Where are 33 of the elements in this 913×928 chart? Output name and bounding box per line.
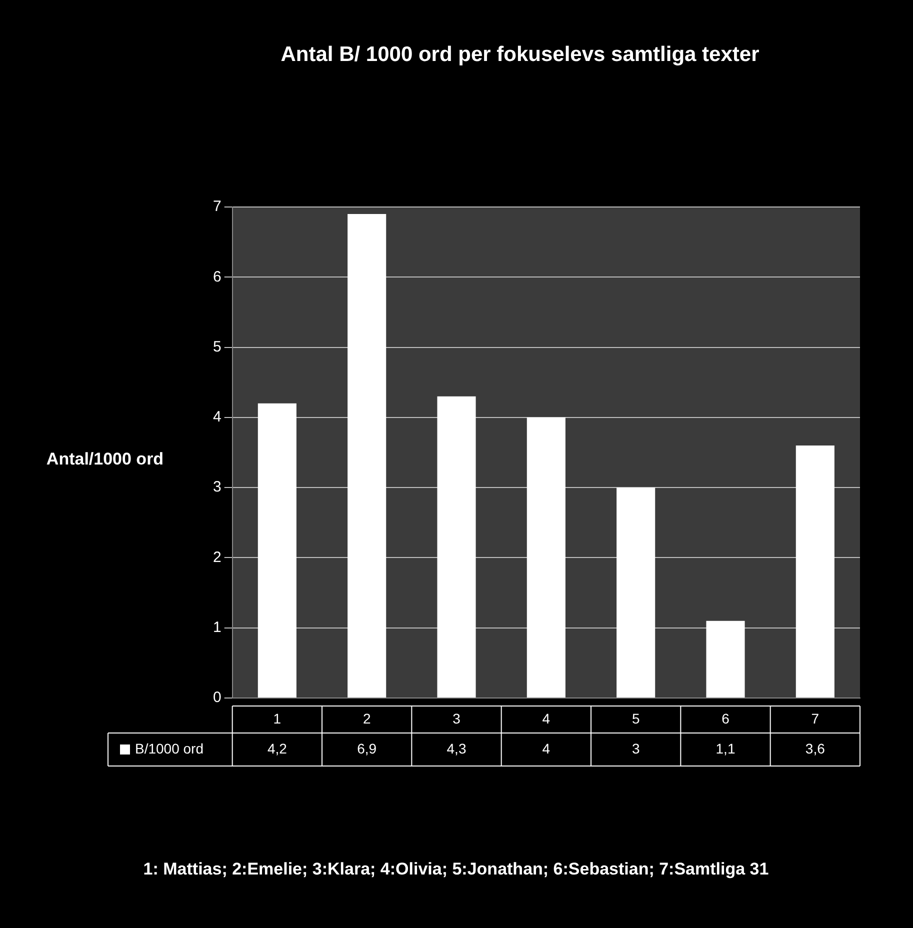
data-label: 1,1 (716, 740, 736, 756)
data-label: 3,6 (805, 740, 826, 756)
y-tick-label: 6 (213, 268, 222, 286)
legend-label: B/1000 ord (135, 740, 204, 756)
bar (526, 417, 566, 698)
data-label: 4,2 (267, 740, 288, 756)
bar (796, 445, 834, 698)
bar (348, 214, 386, 698)
data-label: 4,3 (446, 740, 466, 756)
text: 1: Mattias; 2:Emelie; 3:Klara; 4:Olivia; 5:Jonathan; 6:Sebastian; 7:Samtliga 31 (143, 860, 769, 879)
y-tick-label: 1 (213, 619, 222, 636)
x-tick-label: 2 (362, 710, 371, 726)
chart-title: Antal B/ 1000 ord per fokuselevs samtliga texter (280, 42, 760, 66)
bar (706, 620, 745, 698)
y-tick-label: 4 (213, 408, 222, 426)
y-tick-label: 5 (213, 338, 222, 356)
y-tick-label: 3 (213, 478, 222, 496)
data-label: 3 (632, 740, 640, 756)
bar (616, 488, 656, 698)
data-label: 4 (542, 740, 550, 756)
data-label: 6,9 (357, 740, 377, 756)
y-tick-label: 0 (213, 689, 222, 706)
x-tick-label: 7 (811, 710, 820, 726)
x-tick-label: 3 (452, 710, 461, 726)
x-tick-label: 6 (722, 710, 730, 726)
x-tick-label: 4 (542, 710, 550, 726)
x-tick-label: 5 (632, 710, 640, 726)
bar (437, 396, 476, 698)
y-axis-title: Antal/1000 ord (46, 450, 164, 469)
y-tick-label: 2 (213, 548, 222, 566)
bar (258, 403, 296, 698)
y-tick-label: 7 (213, 198, 222, 216)
x-tick-label: 1 (273, 710, 282, 726)
